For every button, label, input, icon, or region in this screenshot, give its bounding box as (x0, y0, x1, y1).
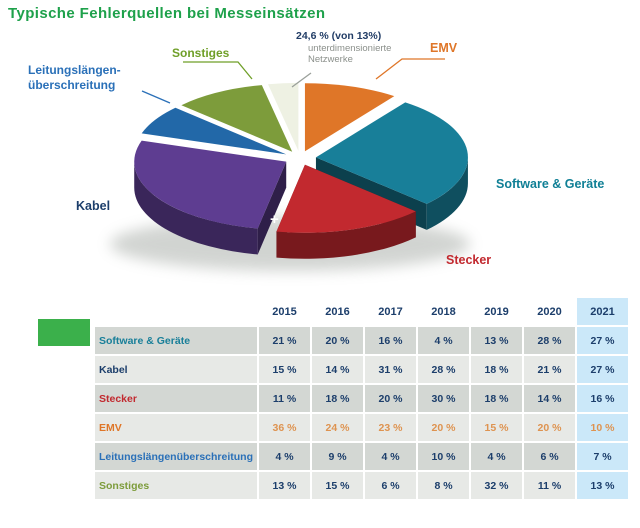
value-cell: 4 % (259, 443, 311, 470)
pie-label-leitung-line1: Leitungslängen- (28, 63, 121, 77)
pie-slice-side (257, 161, 287, 255)
data-table: 2015 2016 2017 2018 2019 2020 2021 Software & G… (93, 296, 630, 501)
value-cell: 20 % (524, 414, 576, 441)
table-corner-cell (95, 298, 257, 325)
value-cell: 10 % (418, 443, 470, 470)
value-cell: 21 % (259, 327, 311, 354)
green-accent-square (38, 319, 90, 346)
value-cell: 28 % (524, 327, 576, 354)
value-cell: 20 % (312, 327, 364, 354)
value-cell: 15 % (312, 472, 364, 499)
year-header-2021: 2021 (577, 298, 629, 325)
pie-slice (268, 82, 299, 151)
table-row: Leitungslängenüberschreitung 4 % 9 % 4 % 10 … (95, 443, 629, 470)
value-cell: 18 % (312, 385, 364, 412)
year-header-2019: 2019 (471, 298, 523, 325)
year-header-2020: 2020 (524, 298, 576, 325)
pie-slice-side (304, 164, 416, 238)
row-label: Stecker (95, 385, 258, 412)
value-cell: 4 % (471, 443, 523, 470)
row-label: Kabel (95, 356, 258, 383)
value-cell: 32 % (471, 472, 523, 499)
value-cell: 14 % (312, 356, 364, 383)
pie-slice (134, 140, 287, 229)
row-label: Software & Geräte (95, 327, 258, 354)
value-cell: 15 % (259, 356, 311, 383)
table-row: Kabel 15 % 14 % 31 % 28 % 18 % 21 % 27 % (95, 356, 629, 383)
pie-label-kabel: Kabel (76, 199, 111, 213)
annotation-line1: unterdimensionierte (308, 42, 392, 54)
value-cell: 20 % (365, 385, 417, 412)
pie-slice (315, 102, 468, 204)
row-label: Sonstiges (95, 472, 258, 499)
value-cell: 16 % (365, 327, 417, 354)
value-cell: 27 % (577, 356, 629, 383)
table-row: Sonstiges 13 % 15 % 6 % 8 % 32 % 11 % 13 % (95, 472, 629, 499)
pie-slice (141, 107, 287, 155)
year-header-2018: 2018 (418, 298, 470, 325)
pie-label-emv: EMV (430, 41, 458, 55)
pie-label-leitungslaengen: Leitungslängen- überschreitung (28, 63, 121, 93)
table-row: EMV 36 % 24 % 23 % 20 % 15 % 20 % 10 % (95, 414, 629, 441)
value-cell: 4 % (365, 443, 417, 470)
value-cell: 10 % (577, 414, 629, 441)
leader-line (141, 90, 171, 104)
value-cell: 20 % (418, 414, 470, 441)
year-header-2016: 2016 (312, 298, 364, 325)
pie-slice-rim (426, 157, 468, 230)
row-label: Leitungslängenüberschreitung (95, 443, 258, 470)
value-cell: 11 % (524, 472, 576, 499)
value-cell: 14 % (524, 385, 576, 412)
value-cell: 23 % (365, 414, 417, 441)
row-label: EMV (95, 414, 258, 441)
value-cell: 9 % (312, 443, 364, 470)
leader-line (183, 61, 253, 80)
pie-slice-rim (276, 211, 416, 259)
value-cell: 30 % (418, 385, 470, 412)
value-cell: 21 % (524, 356, 576, 383)
pie-slice (304, 83, 395, 152)
value-cell: 16 % (577, 385, 629, 412)
value-cell: 8 % (418, 472, 470, 499)
pie-slice (276, 164, 416, 233)
value-cell: 6 % (365, 472, 417, 499)
pie-shadow (110, 217, 470, 271)
table-row: Software & Geräte 21 % 20 % 16 % 4 % 13 % 28 %… (95, 327, 629, 354)
value-cell: 13 % (577, 472, 629, 499)
year-header-2017: 2017 (365, 298, 417, 325)
pie-annotation: 24,6 % (von 13%) unterdimensionierte Net… (296, 30, 391, 65)
value-cell: 18 % (471, 356, 523, 383)
value-cell: 27 % (577, 327, 629, 354)
value-cell: 7 % (577, 443, 629, 470)
pie-slice-side (276, 164, 305, 258)
page-title: Typische Fehlerquellen bei Messeinsätzen (8, 5, 326, 22)
annotation-value: 24,6 % (von 13%) (296, 30, 382, 42)
year-header-2015: 2015 (259, 298, 311, 325)
value-cell: 4 % (418, 327, 470, 354)
value-cell: 36 % (259, 414, 311, 441)
value-cell: 28 % (418, 356, 470, 383)
value-cell: 31 % (365, 356, 417, 383)
value-cell: 13 % (471, 327, 523, 354)
pie-label-sonstiges: Sonstiges (172, 46, 230, 60)
pie-slice (181, 85, 293, 152)
value-cell: 18 % (471, 385, 523, 412)
annotation-line2: Netzwerke (308, 53, 353, 65)
value-cell: 11 % (259, 385, 311, 412)
table-row: Stecker 11 % 18 % 20 % 30 % 18 % 14 % 16 % (95, 385, 629, 412)
value-cell: 24 % (312, 414, 364, 441)
pie-slice-side (315, 157, 427, 230)
pie-label-software-geraete: Software & Geräte (496, 177, 605, 191)
table-header-row: 2015 2016 2017 2018 2019 2020 2021 (95, 298, 629, 325)
value-cell: 6 % (524, 443, 576, 470)
leader-line (291, 72, 312, 88)
value-cell: 13 % (259, 472, 311, 499)
value-cell: 15 % (471, 414, 523, 441)
pie-slice-rim (134, 161, 258, 255)
pie-label-leitung-line2: überschreitung (28, 78, 116, 92)
highlight-plus-marker: + (270, 211, 279, 228)
pie-label-stecker: Stecker (446, 253, 492, 267)
